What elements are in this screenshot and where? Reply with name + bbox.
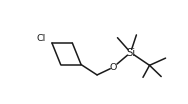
Text: O: O [109, 63, 117, 72]
Text: Si: Si [126, 48, 135, 58]
Text: Cl: Cl [36, 34, 46, 43]
